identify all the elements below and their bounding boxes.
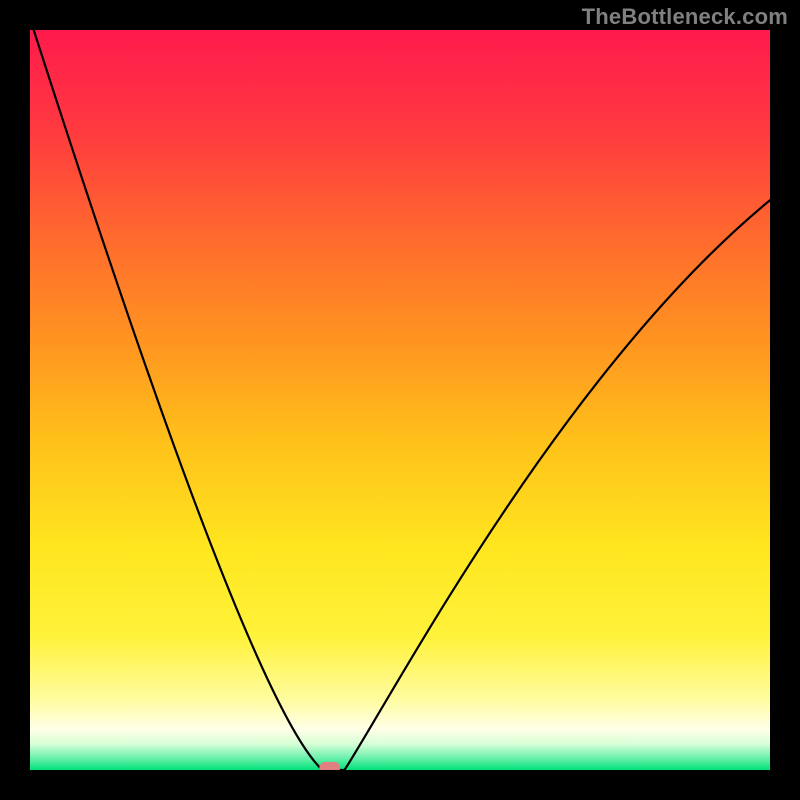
- optimal-point-marker: [319, 762, 340, 770]
- bottleneck-curve-chart: [30, 30, 770, 770]
- chart-frame: TheBottleneck.com: [0, 0, 800, 800]
- chart-plot: [30, 30, 770, 770]
- watermark-text: TheBottleneck.com: [582, 4, 788, 30]
